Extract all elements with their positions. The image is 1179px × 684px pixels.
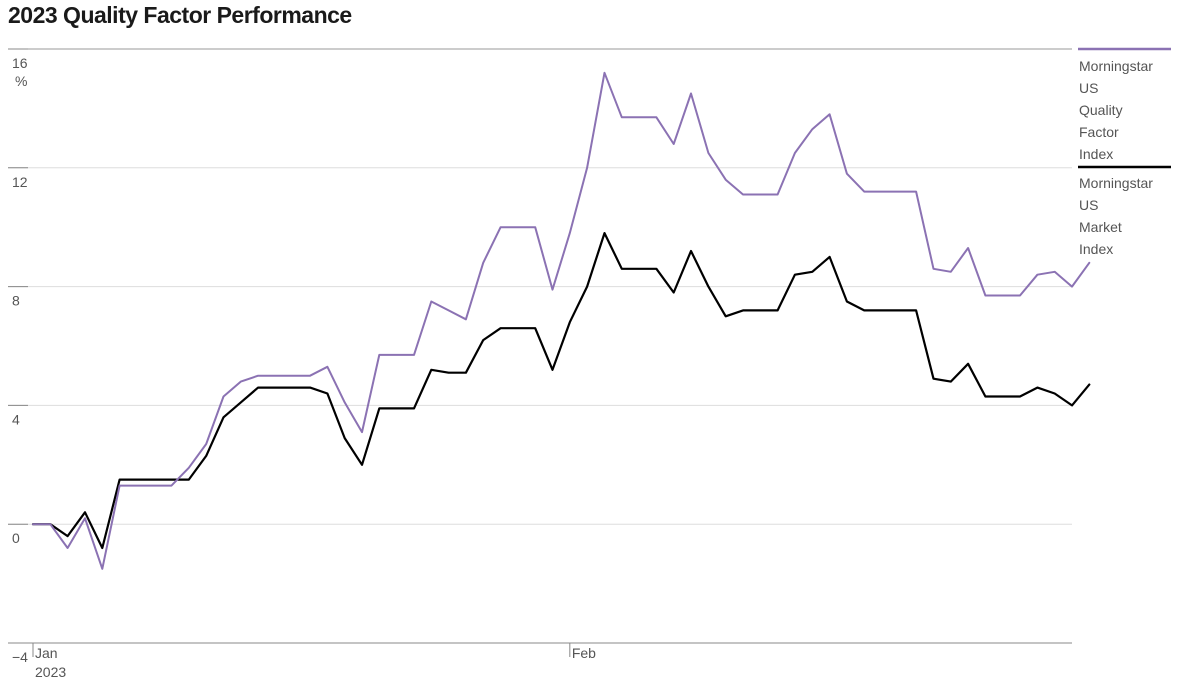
y-tick-label: 4 — [12, 411, 20, 427]
axes: 16 12 8 4 0 −4% Jan 2023 Feb — [8, 48, 596, 680]
gridlines — [8, 48, 1072, 644]
legend-label-market: Index — [1079, 241, 1113, 257]
market-index-line — [31, 232, 1091, 550]
legend-label-quality: Quality — [1079, 102, 1123, 118]
y-tick-label: 0 — [12, 530, 20, 546]
chart-title: 2023 Quality Factor Performance — [8, 2, 352, 28]
x-tick-sublabel: 2023 — [35, 664, 66, 680]
series-lines — [31, 71, 1091, 570]
legend-label-market: US — [1079, 197, 1098, 213]
legend-label-quality: Factor — [1079, 124, 1119, 140]
x-tick-label: Feb — [572, 645, 596, 661]
legend-label-quality: Index — [1079, 146, 1113, 162]
legend-label-market: Market — [1079, 219, 1122, 235]
x-tick-label: Jan — [35, 645, 58, 661]
y-tick-label: 16 — [12, 55, 28, 71]
legend-label-market: Morningstar — [1079, 175, 1153, 191]
legend: Morningstar US Quality Factor Index Morningst… — [1078, 47, 1171, 257]
y-tick-label: 12 — [12, 174, 28, 190]
y-tick-label: 8 — [12, 293, 20, 309]
y-unit-label: % — [15, 73, 27, 89]
legend-label-quality: US — [1079, 80, 1098, 96]
legend-label-quality: Morningstar — [1079, 58, 1153, 74]
quality-factor-line — [32, 71, 1091, 570]
y-tick-label: −4 — [12, 649, 28, 665]
